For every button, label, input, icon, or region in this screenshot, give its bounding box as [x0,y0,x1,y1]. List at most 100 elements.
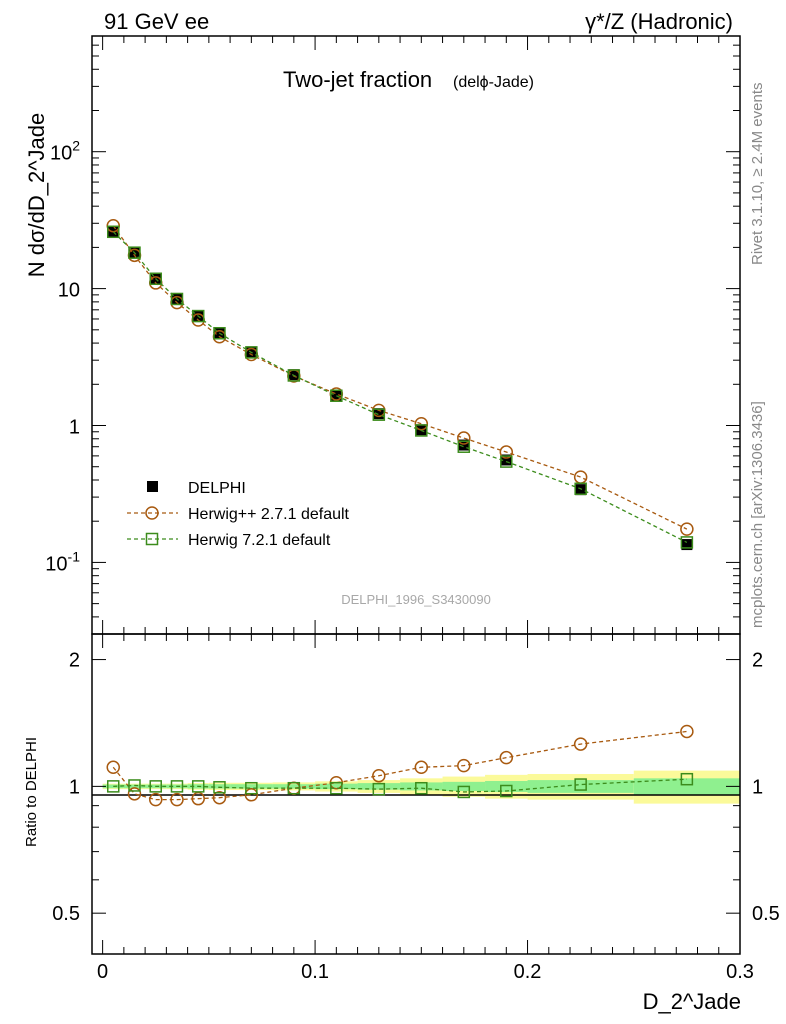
main-herwig7-point [500,455,513,468]
legend-label-herwig7: Herwig 7.2.1 default [188,532,331,549]
ratio-herwigpp-point [457,758,471,773]
ratio-band-inner [123,784,146,789]
ratio-herwig7-point [191,780,205,793]
ratio-herwigpp-point [244,788,259,802]
header-energy: 91 GeV ee [104,9,209,34]
main-delphi-point [373,408,385,420]
main-herwig7-point [191,309,205,323]
ratio-y-tick-label-right: 0.5 [752,903,780,925]
main-herwig7-point [149,272,162,286]
ratio-herwigpp-point [170,792,184,807]
main-herwig7-point [213,326,226,340]
main-ticks [92,35,741,635]
ratio-herwig7-point [457,785,471,799]
main-herwig7-point [680,536,694,549]
ratio-herwigpp-line [112,730,687,801]
main-herwig7-point [106,225,120,239]
main-y-tick-label: 10-1 [45,548,80,575]
analysis-watermark: DELPHI_1996_S3430090 [341,592,491,607]
ratio-herwigpp-point [127,787,142,801]
ratio-herwig7-point [213,781,226,794]
ratio-herwigpp-point [372,768,386,783]
main-delphi-point [458,439,470,451]
ratio-y-tick-label-left: 1 [69,776,80,798]
chart-title: Two-jet fraction [283,67,432,92]
x-tick-label: 0.1 [301,961,329,983]
main-y-axis-label: N dσ/dD_2^Jade [24,113,49,278]
ratio-y-tick-label-right: 1 [752,776,763,798]
header-process: γ*/Z (Hadronic) [585,9,733,34]
ratio-band-inner [102,784,124,789]
ratio-frame [91,633,741,955]
main-y-tick-labels: 10-1 1 10 102 [45,138,80,576]
main-herwigpp-point [573,470,588,484]
main-herwig7-point [170,292,184,306]
main-herwigpp-point [499,445,514,459]
main-herwig7-point [372,408,386,421]
main-delphi-point [330,389,342,401]
legend-marker-herwig7 [145,532,159,546]
main-herwig7-line [112,231,688,543]
main-y-tick-label: 102 [50,138,80,165]
ratio-band-inner [400,782,443,791]
ratio-panel: 0.5 0.5 1 1 2 2 0 0.1 0.2 0.3 Ratio to DELPHI D_… [23,633,780,1014]
legend: DELPHI Herwig++ 2.7.1 default Herwig 7.2… [127,480,350,549]
ratio-y-tick-label-left: 2 [69,650,80,672]
ratio-band-inner [315,783,358,790]
legend-marker-herwigpp [145,506,159,520]
ratio-herwig7-point [128,779,141,792]
x-axis-label: D_2^Jade [643,989,741,1014]
ratio-herwig7-line [113,778,687,793]
ratio-herwigpp-point [499,750,514,765]
main-herwig7-point [574,482,587,496]
ratio-herwigpp-point [414,760,429,775]
mcplots-credit-text: mcplots.cern.ch [arXiv:1306.3436] [749,401,766,628]
ratio-band-inner [485,780,528,792]
x-tick-label: 0 [97,961,108,983]
main-herwigpp-point [680,522,694,536]
main-delphi-point [575,484,587,496]
ratio-band-inner [272,784,316,789]
x-tick-label: 0.2 [514,961,542,983]
ratio-band-inner [230,784,273,789]
ratio-herwig7-point [574,778,587,791]
legend-label-delphi: DELPHI [188,480,246,497]
rivet-version-text: Rivet 3.1.10, ≥ 2.4M events [749,83,766,266]
ratio-herwig7-point [170,780,184,793]
ratio-band-inner [208,784,231,789]
ratio-herwig7-point [680,772,694,786]
ratio-series [106,724,694,807]
legend-label-herwigpp: Herwig++ 2.7.1 default [188,506,350,523]
ratio-band-inner [527,780,634,793]
ratio-herwig7-point [106,780,120,793]
ratio-herwig7-point [287,781,301,795]
ratio-herwigpp-point [148,792,163,807]
x-tick-labels: 0 0.1 0.2 0.3 [97,961,754,983]
ratio-herwig7-point [372,782,386,796]
chart-title-sub: (delϕ-Jade) [453,74,534,91]
ratio-band-inner [357,783,401,790]
main-herwig7-point [245,346,258,359]
ratio-herwigpp-point [573,737,588,751]
main-delphi-point [681,539,693,551]
ratio-herwigpp-point [680,724,694,739]
ratio-herwig7-point [330,781,343,795]
main-y-tick-label: 10 [58,280,80,302]
x-tick-label: 0.3 [726,961,754,983]
main-herwig7-point [457,440,471,453]
ratio-herwigpp-point [106,760,120,775]
ratio-herwig7-point [245,781,258,795]
main-y-tick-label: 1 [69,417,80,439]
main-herwigpp-point [457,431,471,445]
ratio-herwigpp-point [191,791,205,806]
ratio-herwig7-point [415,781,428,795]
ratio-y-tick-label-left: 0.5 [52,903,80,925]
main-herwig7-point [287,369,301,382]
main-herwig7-point [330,389,343,402]
main-herwig7-point [128,246,141,259]
ratio-ticks [92,634,741,955]
ratio-y-tick-label-right: 2 [752,650,763,672]
ratio-band-inner [633,778,740,795]
